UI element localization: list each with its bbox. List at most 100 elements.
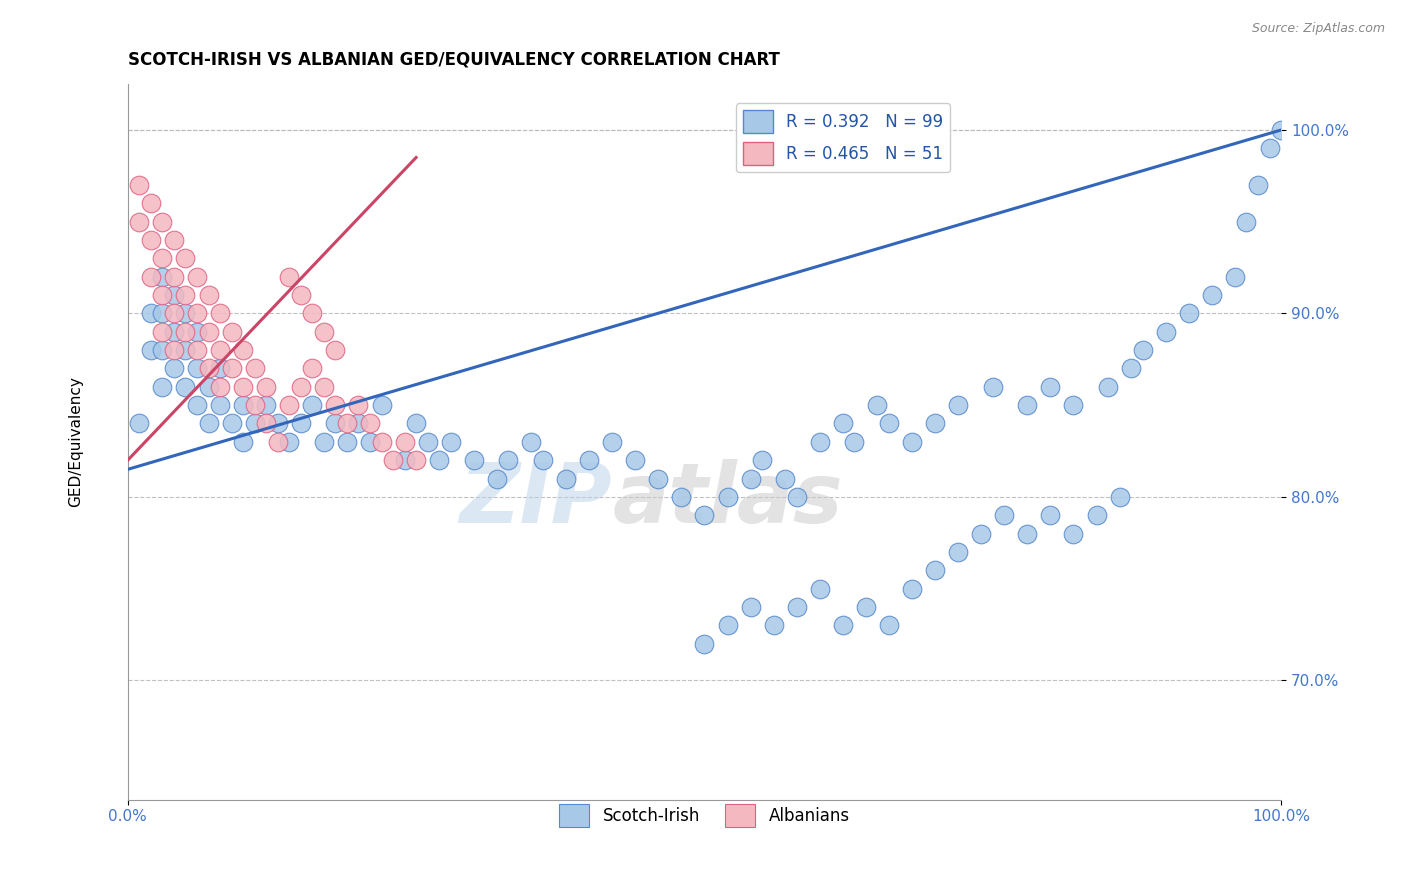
Point bbox=[325, 343, 347, 357]
Point bbox=[336, 417, 359, 431]
Point bbox=[163, 361, 186, 376]
Point bbox=[866, 398, 889, 412]
Point bbox=[150, 215, 173, 229]
Point bbox=[150, 252, 173, 266]
Point bbox=[647, 471, 669, 485]
Point bbox=[1132, 343, 1154, 357]
Point bbox=[1063, 526, 1085, 541]
Point bbox=[485, 471, 508, 485]
Legend: Scotch-Irish, Albanians: Scotch-Irish, Albanians bbox=[553, 797, 856, 834]
Text: Source: ZipAtlas.com: Source: ZipAtlas.com bbox=[1251, 22, 1385, 36]
Point bbox=[312, 380, 335, 394]
Point bbox=[359, 434, 381, 449]
Point bbox=[427, 453, 450, 467]
Point bbox=[844, 434, 866, 449]
Point bbox=[831, 618, 853, 632]
Point bbox=[186, 269, 208, 284]
Point bbox=[831, 417, 853, 431]
Point bbox=[209, 380, 232, 394]
Point bbox=[786, 490, 808, 504]
Point bbox=[693, 637, 716, 651]
Point bbox=[370, 434, 392, 449]
Text: atlas: atlas bbox=[612, 458, 842, 540]
Point bbox=[186, 325, 208, 339]
Point bbox=[139, 269, 162, 284]
Point bbox=[394, 434, 416, 449]
Point bbox=[808, 434, 831, 449]
Point bbox=[520, 434, 543, 449]
Point bbox=[1154, 325, 1177, 339]
Point bbox=[163, 306, 186, 320]
Point bbox=[232, 380, 254, 394]
Point bbox=[254, 417, 277, 431]
Point bbox=[993, 508, 1015, 523]
Point bbox=[232, 398, 254, 412]
Point bbox=[1017, 398, 1039, 412]
Point bbox=[221, 325, 243, 339]
Point bbox=[221, 361, 243, 376]
Point bbox=[128, 178, 150, 192]
Point bbox=[278, 398, 301, 412]
Text: ZIP: ZIP bbox=[460, 458, 612, 540]
Point bbox=[267, 434, 290, 449]
Point bbox=[325, 417, 347, 431]
Point bbox=[578, 453, 600, 467]
Point bbox=[290, 288, 312, 302]
Point bbox=[924, 563, 946, 577]
Point bbox=[150, 343, 173, 357]
Point bbox=[440, 434, 463, 449]
Point bbox=[600, 434, 623, 449]
Point bbox=[740, 471, 762, 485]
Point bbox=[773, 471, 796, 485]
Point bbox=[301, 306, 323, 320]
Point bbox=[209, 398, 232, 412]
Point bbox=[174, 380, 197, 394]
Point bbox=[150, 325, 173, 339]
Point bbox=[163, 288, 186, 302]
Point bbox=[347, 398, 370, 412]
Point bbox=[197, 325, 219, 339]
Point bbox=[150, 380, 173, 394]
Point bbox=[1039, 508, 1062, 523]
Point bbox=[139, 233, 162, 247]
Point bbox=[174, 252, 197, 266]
Point bbox=[855, 599, 877, 614]
Point bbox=[382, 453, 405, 467]
Point bbox=[946, 545, 969, 559]
Point bbox=[347, 417, 370, 431]
Point bbox=[174, 343, 197, 357]
Text: GED/Equivalency: GED/Equivalency bbox=[69, 376, 83, 508]
Point bbox=[901, 434, 924, 449]
Point bbox=[716, 490, 738, 504]
Point bbox=[624, 453, 647, 467]
Point bbox=[394, 453, 416, 467]
Point bbox=[1201, 288, 1223, 302]
Point bbox=[1097, 380, 1119, 394]
Point bbox=[290, 380, 312, 394]
Point bbox=[1247, 178, 1270, 192]
Point bbox=[174, 288, 197, 302]
Text: SCOTCH-IRISH VS ALBANIAN GED/EQUIVALENCY CORRELATION CHART: SCOTCH-IRISH VS ALBANIAN GED/EQUIVALENCY… bbox=[128, 51, 780, 69]
Point bbox=[197, 380, 219, 394]
Point bbox=[901, 582, 924, 596]
Point bbox=[243, 361, 266, 376]
Point bbox=[463, 453, 485, 467]
Point bbox=[254, 380, 277, 394]
Point bbox=[762, 618, 785, 632]
Point bbox=[405, 417, 427, 431]
Point bbox=[1017, 526, 1039, 541]
Point bbox=[531, 453, 554, 467]
Point bbox=[186, 306, 208, 320]
Point bbox=[808, 582, 831, 596]
Point bbox=[197, 361, 219, 376]
Point bbox=[139, 196, 162, 211]
Point bbox=[139, 306, 162, 320]
Point bbox=[1236, 215, 1258, 229]
Point bbox=[1178, 306, 1201, 320]
Point bbox=[278, 434, 301, 449]
Point bbox=[740, 599, 762, 614]
Point bbox=[786, 599, 808, 614]
Point bbox=[751, 453, 773, 467]
Point bbox=[405, 453, 427, 467]
Point bbox=[671, 490, 693, 504]
